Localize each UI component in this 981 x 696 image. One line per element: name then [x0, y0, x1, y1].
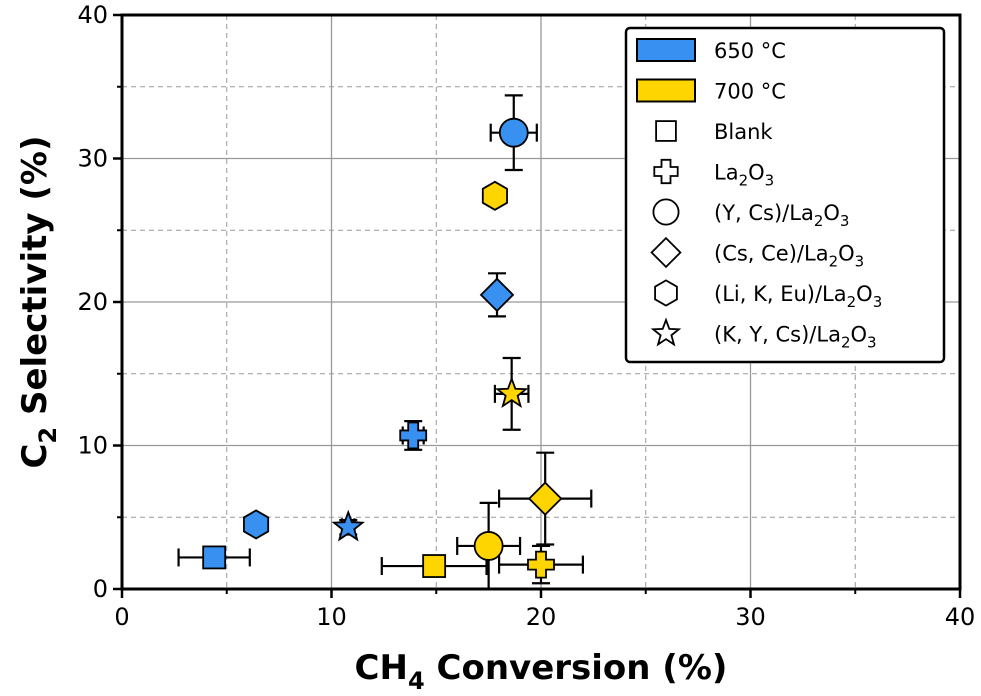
axis-ticks: 0 10 20 30 40 0 10 20 30 40 [77, 1, 975, 631]
legend-label: (Li, K, Eu)/La2O3 [714, 282, 882, 311]
x-tick-label: 10 [316, 603, 347, 631]
legend-marker-diamond [650, 236, 682, 269]
legend-marker-star [650, 317, 682, 347]
data-point-square [422, 554, 447, 578]
legend-marker-square [655, 120, 677, 142]
y-tick-label: 40 [77, 1, 108, 29]
x-tick-label: 0 [114, 603, 129, 631]
data-point-circle [473, 531, 504, 561]
data-point-hexagon [243, 509, 270, 540]
data-markers [202, 117, 563, 579]
data-point-hexagon [481, 180, 508, 211]
data-point-plus [399, 421, 428, 450]
legend-label: La2O3 [714, 161, 774, 190]
legend-label: 650 °C [714, 39, 786, 63]
y-tick-label: 10 [77, 432, 108, 460]
legend-label: (Cs, Ce)/La2O3 [714, 242, 864, 271]
data-point-diamond [527, 481, 563, 516]
y-axis-title: C2 Selectivity (%) [15, 135, 62, 468]
y-tick-label: 0 [93, 575, 108, 603]
y-tick-label: 30 [77, 145, 108, 173]
legend-label: Blank [714, 120, 773, 144]
legend-swatch [636, 38, 696, 62]
data-point-diamond [479, 277, 515, 313]
legend-label: 700 °C [714, 80, 786, 104]
data-point-star [331, 509, 365, 542]
axis-titles: CH4 Conversion (%) C2 Selectivity (%) [15, 135, 727, 695]
x-tick-label: 30 [735, 603, 766, 631]
legend-label: (Y, Cs)/La2O3 [714, 201, 849, 230]
x-tick-label: 40 [945, 603, 976, 631]
x-axis-title: CH4 Conversion (%) [355, 648, 728, 695]
legend-marker-circle [652, 198, 680, 226]
legend: 650 °C 700 °C Blank La2O3 (Y, Cs)/La2O3 (Cs, … [624, 26, 946, 364]
legend-label: (K, Y, Cs)/La2O3 [714, 323, 877, 352]
legend-marker-hexagon [654, 279, 678, 307]
x-tick-label: 20 [526, 603, 557, 631]
data-point-star [494, 376, 529, 409]
data-point-square [202, 545, 227, 570]
legend-box [624, 26, 946, 364]
legend-swatch [636, 78, 696, 103]
data-point-plus [527, 550, 555, 579]
y-tick-label: 20 [77, 288, 108, 316]
data-point-circle [498, 117, 529, 148]
legend-marker-plus [653, 158, 679, 185]
error-bars [177, 94, 593, 591]
